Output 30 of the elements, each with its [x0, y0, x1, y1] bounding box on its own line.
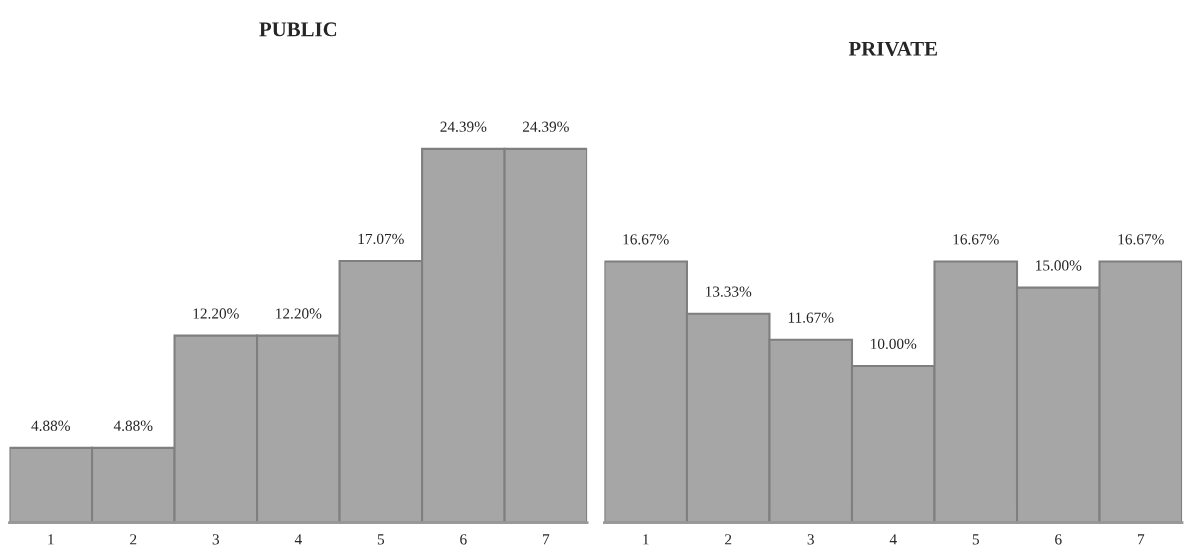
data-label: 24.39% [522, 121, 569, 132]
x-tick-label: 6 [460, 534, 467, 545]
x-tick-label: 6 [1055, 534, 1062, 545]
data-label: 4.88% [113, 420, 153, 431]
x-tick-label: 2 [725, 534, 732, 545]
data-label: 12.20% [276, 308, 322, 319]
data-label: 17.07% [358, 233, 404, 245]
x-tick-label: 5 [972, 534, 979, 545]
data-label: 11.67% [788, 312, 834, 323]
data-label: 13.33% [706, 286, 752, 297]
x-tick-label: 5 [377, 534, 385, 545]
data-label: 12.20% [193, 308, 239, 319]
data-label: 4.88% [31, 420, 70, 431]
data-label: 16.67% [623, 234, 669, 245]
chart-title: PUBLIC [259, 22, 337, 37]
x-tick-label: 3 [807, 534, 814, 545]
x-tick-label: 7 [1137, 534, 1145, 545]
x-tick-label: 4 [294, 534, 302, 545]
x-tick-label: 3 [212, 534, 220, 545]
data-label: 15.00% [1036, 260, 1082, 271]
chart-title: PRIVATE [848, 41, 937, 56]
x-tick-label: 1 [643, 534, 649, 545]
x-tick-label: 4 [889, 534, 897, 545]
data-label: 16.67% [1118, 234, 1164, 245]
x-tick-label: 7 [543, 534, 550, 545]
data-label: 10.00% [871, 338, 917, 350]
x-tick-label: 2 [130, 534, 137, 545]
x-tick-label: 1 [48, 534, 54, 545]
data-label: 24.39% [440, 121, 487, 132]
data-label: 16.67% [953, 234, 999, 245]
